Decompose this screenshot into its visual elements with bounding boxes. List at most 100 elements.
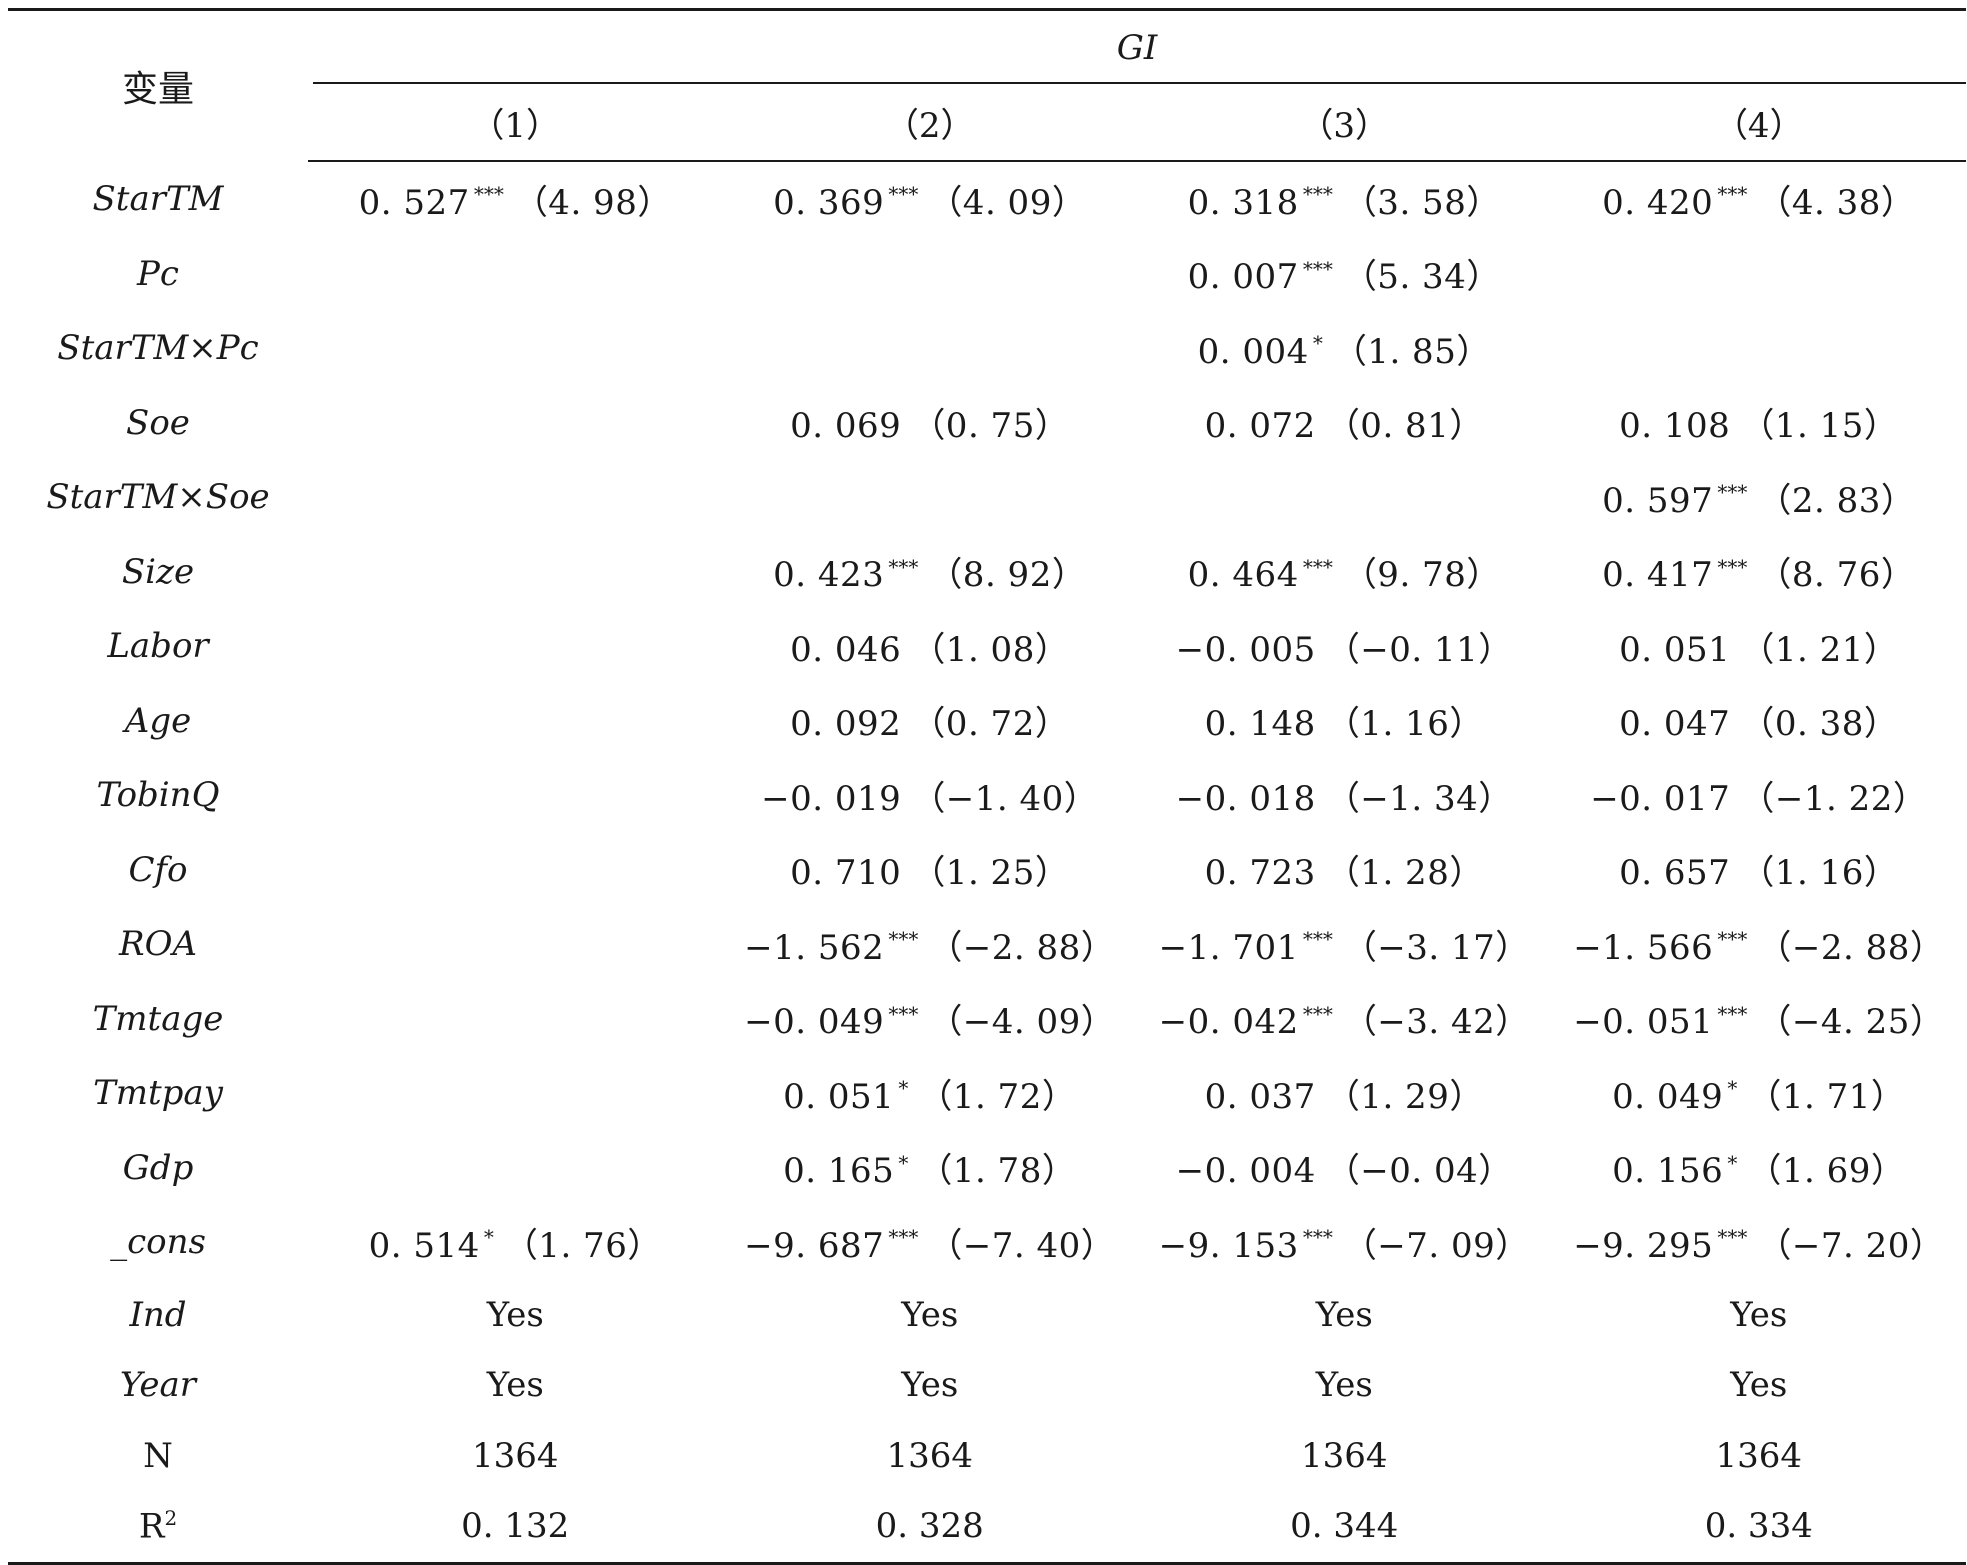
coefficient-value: −0. 042 [1158, 1002, 1299, 1043]
coefficient-value: 0. 420 [1602, 182, 1714, 223]
row-variable-label: StarTM×Soe [46, 477, 270, 518]
t-statistic: （3. 58） [1342, 182, 1501, 223]
stat-value: 1364 [1715, 1435, 1803, 1476]
coefficient-value: −9. 153 [1158, 1225, 1299, 1266]
significance-stars: * [898, 1150, 909, 1175]
table-cell [308, 1131, 723, 1206]
coefficient-value: 0. 051 [1619, 629, 1731, 670]
table-cell: 0. 514 * （1. 76） [308, 1205, 723, 1280]
table-row: StarTM×Soe 0. 597 *** （2. 83） [8, 460, 1966, 535]
coefficient-value: 0. 004 [1197, 331, 1309, 372]
table-cell: −0. 042 *** （−3. 42） [1137, 982, 1552, 1057]
model-column-header: （4） [1551, 84, 1967, 162]
stat-value: 0. 344 [1137, 1491, 1552, 1565]
t-statistic: （−7. 40） [928, 1225, 1116, 1266]
t-statistic: （−4. 09） [928, 1002, 1116, 1043]
table-cell: 0. 417 *** （8. 76） [1552, 535, 1967, 610]
stat-value: Yes [486, 1294, 544, 1335]
significance-stars: *** [888, 554, 919, 579]
coefficient-value: 0. 723 [1204, 853, 1316, 894]
stat-label-text: Year [119, 1365, 197, 1406]
table-cell: 0. 049 * （1. 71） [1552, 1056, 1967, 1131]
stat-value: Yes [1315, 1294, 1373, 1335]
table-cell: −0. 019 （−1. 40） [723, 758, 1138, 833]
t-statistic: （1. 28） [1325, 853, 1484, 894]
t-statistic: （1. 78） [918, 1151, 1077, 1192]
row-variable-label: ROA [118, 924, 198, 965]
row-variable-label: Size [121, 551, 195, 592]
table-cell: 0. 156 * （1. 69） [1552, 1131, 1967, 1206]
t-statistic: （−1. 40） [911, 778, 1099, 819]
coefficient-value: 0. 156 [1612, 1151, 1724, 1192]
stat-label-text: Ind [129, 1294, 187, 1335]
table-cell [308, 386, 723, 461]
significance-stars: *** [888, 182, 919, 207]
coefficient-value: −1. 701 [1158, 927, 1299, 968]
table-row: Size 0. 423 *** （8. 92） 0. 464 *** （9. 78） 0. 4… [8, 535, 1966, 610]
table-cell: 0. 004 * （1. 85） [1137, 311, 1552, 386]
t-statistic: （−2. 88） [928, 927, 1116, 968]
row-variable-label: Tmtage [92, 998, 224, 1039]
significance-stars: * [1727, 1076, 1738, 1101]
model-column-header: （2） [722, 84, 1137, 162]
table-cell: 0. 657 （1. 16） [1552, 833, 1967, 908]
significance-stars: * [1312, 331, 1323, 356]
significance-stars: * [1727, 1150, 1738, 1175]
table-cell: 0. 710 （1. 25） [723, 833, 1138, 908]
coefficient-value: −0. 019 [761, 778, 902, 819]
coefficient-value: 0. 423 [773, 555, 885, 596]
table-cell: 0. 051 （1. 21） [1552, 609, 1967, 684]
model-column-header: （3） [1137, 84, 1552, 162]
row-variable-label: Gdp [122, 1147, 194, 1188]
table-cell: −9. 295 *** （−7. 20） [1552, 1205, 1967, 1280]
table-cell: 0. 597 *** （2. 83） [1552, 460, 1967, 535]
header-row-dependent: 变量 GI [8, 8, 1967, 161]
table-cell: 0. 046 （1. 08） [723, 609, 1138, 684]
table-cell: −0. 018 （−1. 34） [1137, 758, 1552, 833]
coefficient-value: 0. 318 [1187, 182, 1299, 223]
stat-row: Ind Yes Yes Yes Yes [8, 1280, 1966, 1351]
t-statistic: （5. 34） [1342, 257, 1501, 298]
table-cell [1552, 237, 1967, 312]
table-body: StarTM 0. 527 *** （4. 98） 0. 369 *** （4. 09） 0.… [8, 161, 1967, 1565]
row-variable-label: Age [124, 700, 192, 741]
stat-value: Yes [486, 1365, 544, 1406]
table-cell [723, 311, 1138, 386]
coefficient-value: −1. 566 [1573, 927, 1714, 968]
table-cell [308, 311, 723, 386]
t-statistic: （8. 76） [1757, 555, 1916, 596]
stat-label: R2 [8, 1491, 308, 1565]
stat-row: N 1364 1364 1364 1364 [8, 1421, 1966, 1492]
table-cell: −0. 017 （−1. 22） [1552, 758, 1967, 833]
coefficient-value: 0. 148 [1204, 704, 1316, 745]
stat-value: Yes [1730, 1365, 1788, 1406]
coefficient-value: 0. 527 [358, 182, 470, 223]
table-cell: −0. 051 *** （−4. 25） [1552, 982, 1967, 1057]
stat-value: 1364 [886, 1435, 974, 1476]
t-statistic: （1. 16） [1740, 853, 1899, 894]
table-cell [308, 460, 723, 535]
t-statistic: （1. 76） [503, 1225, 662, 1266]
coefficient-value: 0. 710 [790, 853, 902, 894]
table-cell: −1. 566 *** （−2. 88） [1552, 907, 1967, 982]
row-variable-label: _cons [110, 1222, 206, 1263]
stat-value: 0. 328 [722, 1491, 1137, 1565]
stat-label: Ind [8, 1280, 308, 1351]
coefficient-value: −0. 051 [1573, 1002, 1714, 1043]
table-cell: 0. 047 （0. 38） [1552, 684, 1967, 759]
table-cell [308, 907, 723, 982]
stat-value: 1364 [471, 1435, 559, 1476]
t-statistic: （−7. 20） [1757, 1225, 1945, 1266]
table-cell [308, 609, 723, 684]
coefficient-value: 0. 047 [1619, 704, 1731, 745]
coefficient-value: 0. 108 [1619, 406, 1731, 447]
significance-stars: *** [1302, 1225, 1333, 1250]
coefficient-value: −9. 687 [744, 1225, 885, 1266]
table-cell: −1. 562 *** （−2. 88） [723, 907, 1138, 982]
coefficient-value: 0. 417 [1602, 555, 1714, 596]
t-statistic: （0. 72） [911, 704, 1070, 745]
table-row: Cfo 0. 710 （1. 25） 0. 723 （1. 28） 0. 657 （1. 1… [8, 833, 1966, 908]
regression-table: 变量 GI （1） （2） （3） （4） StarTM 0. 527 *** （4.… [8, 8, 1967, 1565]
variable-column-header: 变量 [8, 8, 308, 161]
significance-stars: *** [1717, 554, 1748, 579]
